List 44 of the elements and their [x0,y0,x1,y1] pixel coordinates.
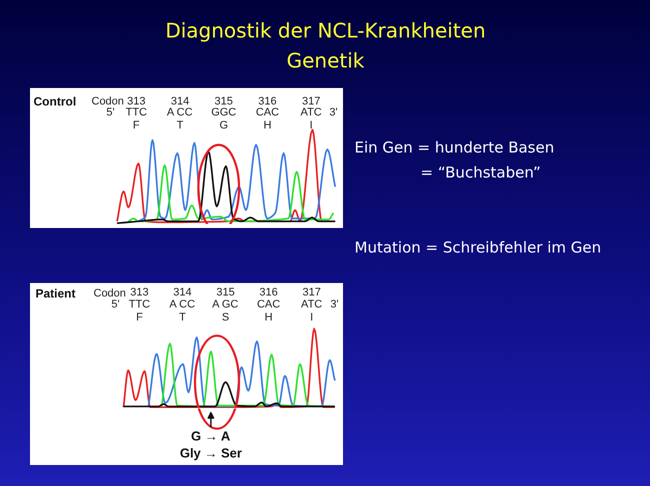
annotation: G [219,120,228,132]
text: Mutation = Schreibfehler im Gen [354,238,602,256]
text: CAC [256,106,280,118]
annotation: F [132,120,140,132]
text: Ein Gen = hunderte Basen [354,138,554,156]
text: ATC [300,106,322,118]
chart-title: Patient [36,286,76,300]
annotation: G → A Gly → Ser [180,428,242,461]
x-tick-label: 317 [302,96,320,108]
text: TTC [128,298,150,310]
text: 5' [106,106,115,118]
annotation: H [263,120,272,132]
text: H [264,312,273,324]
x-tick-label: 315 [216,286,235,298]
text: Codon [94,288,126,300]
text: Codon [92,96,124,108]
text: A GC [212,298,238,310]
x-tick-label: 315 [214,96,233,108]
text: A CC [169,298,196,310]
x-tick-label: 316 [258,96,277,108]
x-tick-label: 314 [170,96,190,108]
text: 5' [111,298,120,310]
text: 3' [329,106,338,118]
text: GGC [211,106,236,118]
text: I [310,312,314,324]
x-tick-label: 313 [130,286,149,298]
text: T [179,312,186,324]
text: S [222,312,230,324]
x-tick-label: 314 [173,286,192,298]
text: Diagnostik der NCL-Krankheiten [165,18,486,42]
annotation: I [310,120,313,132]
text: A CC [166,106,193,118]
text: = “Buchstaben” [420,164,541,182]
text: Genetik [286,48,365,72]
text: CAC [256,298,280,310]
x-tick-label: 313 [127,96,146,108]
x-tick-label: 316 [259,286,278,298]
annotation: T [176,120,184,132]
text: ATC [301,298,322,310]
chart-title: Control [34,94,76,108]
text: F [136,312,144,324]
x-tick-label: 317 [302,286,321,298]
text: TTC [126,106,148,118]
text: 3' [330,298,339,310]
